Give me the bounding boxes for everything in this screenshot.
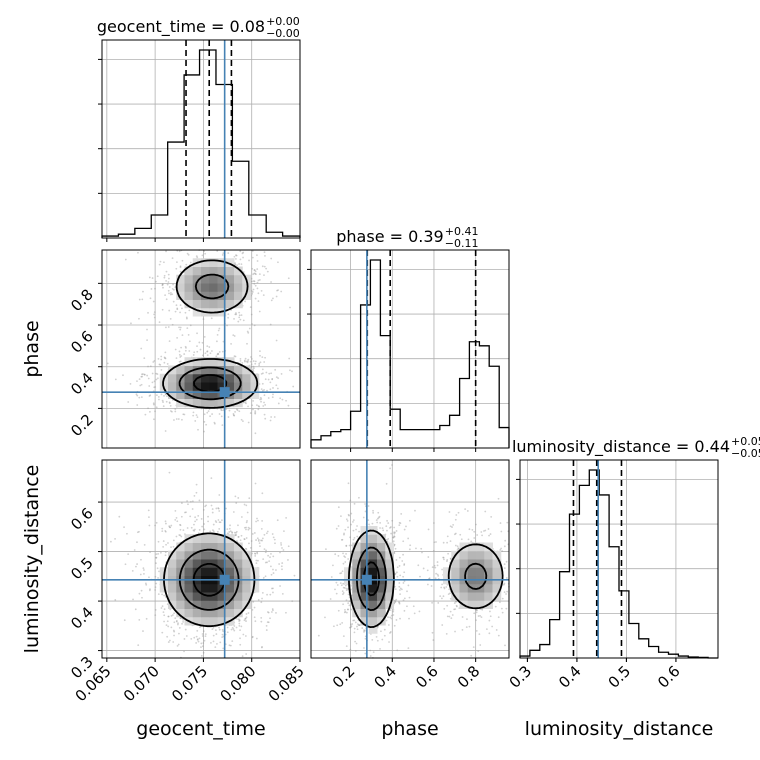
hist-panel-geocent_time: [98, 39, 301, 242]
panel-frame: [310, 249, 510, 449]
tick-label: 0.4: [555, 662, 585, 692]
histogram-geocent_time: [101, 49, 301, 238]
panel-frame: [101, 39, 301, 239]
title-plus: +0.41: [445, 225, 479, 238]
tick-label: 0.6: [67, 327, 97, 357]
contour-line: [178, 548, 240, 611]
tick-label: 0.2: [329, 662, 359, 692]
panel-frame: [101, 249, 301, 449]
tick-label: 0.085: [265, 662, 308, 705]
density-panel-geocent_time-vs-luminosity_distance: [101, 459, 301, 659]
truth-marker: [361, 574, 372, 585]
tick-label: 0.070: [120, 662, 163, 705]
x-axis-label: luminosity_distance: [525, 718, 714, 740]
panel-frame: [310, 459, 510, 659]
truth-marker: [219, 387, 230, 398]
title-minus: −0.05: [731, 447, 760, 460]
tick-label: 0.5: [605, 662, 635, 692]
tick-label: 0.5: [67, 554, 97, 584]
x-axis-label: geocent_time: [136, 718, 265, 740]
panel-frame: [519, 459, 719, 659]
title-plus: +0.05: [731, 435, 760, 448]
title-main: phase = 0.39: [336, 227, 443, 246]
tick-label: 0.8: [67, 285, 97, 315]
tick-label: 0.4: [67, 603, 97, 633]
title-main: geocent_time = 0.08: [97, 17, 265, 37]
y-axis-label: luminosity_distance: [21, 465, 43, 654]
panel-frame: [101, 459, 301, 659]
tick-label: 0.4: [371, 662, 401, 692]
panel-title-phase: phase = 0.39: [336, 227, 443, 246]
density-panel-geocent_time-vs-phase: [101, 249, 301, 449]
title-minus: −0.11: [445, 237, 479, 250]
tick-label: 0.3: [506, 662, 536, 692]
title-main: luminosity_distance = 0.44: [512, 437, 730, 457]
tick-label: 0.6: [67, 504, 97, 534]
histogram-luminosity_distance: [519, 469, 718, 659]
tick-label: 0.080: [216, 662, 259, 705]
density-fill: [159, 258, 260, 408]
title-plus: +0.00: [266, 15, 300, 28]
panel-title-luminosity_distance: luminosity_distance = 0.44: [512, 437, 730, 457]
title-minus: −0.00: [266, 27, 300, 40]
tick-label: 0.6: [654, 662, 684, 692]
x-axis-label: phase: [381, 718, 438, 740]
y-axis-label: phase: [21, 320, 43, 377]
truth-marker: [219, 574, 230, 585]
hist-panel-phase: [307, 249, 510, 452]
density-panel-phase-vs-luminosity_distance: [310, 459, 510, 659]
contour-line: [163, 532, 256, 628]
histogram-phase: [310, 259, 510, 448]
tick-label: 0.2: [67, 411, 97, 441]
tick-label: 0.8: [454, 662, 484, 692]
panel-title-geocent_time: geocent_time = 0.08: [97, 17, 265, 37]
hist-panel-luminosity_distance: [516, 459, 719, 662]
tick-label: 0.6: [412, 662, 442, 692]
tick-label: 0.4: [67, 369, 97, 399]
tick-label: 0.075: [168, 662, 211, 705]
